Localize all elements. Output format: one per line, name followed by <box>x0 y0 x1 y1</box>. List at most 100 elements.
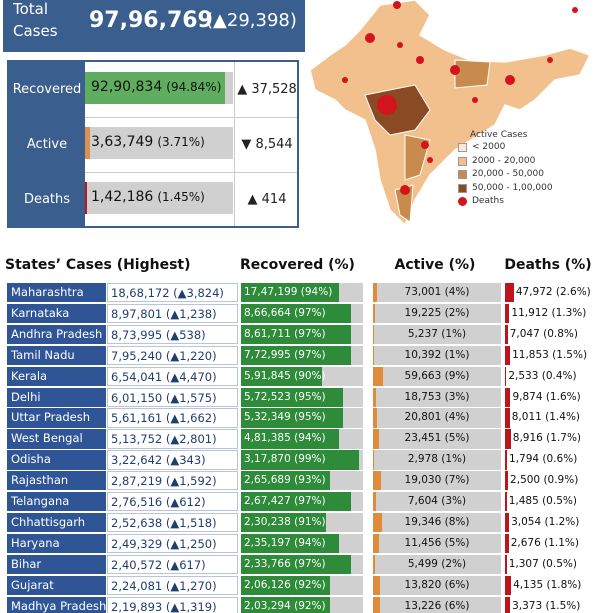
summary-pct: (94.84%) <box>166 80 222 94</box>
recovered-label: 8,61,711 (97%) <box>244 327 326 340</box>
recovered-bg <box>241 533 363 554</box>
recovered-label: 5,72,523 (95%) <box>244 390 326 403</box>
active-bg <box>373 533 501 554</box>
deaths-label: 9,874 (1.6%) <box>512 390 581 403</box>
deaths-label: 7,047 (0.8%) <box>509 327 578 340</box>
active-label: 11,456 (5%) <box>404 536 470 549</box>
deaths-label: 1,794 (0.6%) <box>509 453 578 466</box>
deaths-bar <box>505 450 508 470</box>
active-label: 20,801 (4%) <box>404 411 470 424</box>
map <box>309 0 592 227</box>
deaths-bar <box>505 283 514 303</box>
deaths-label: 3,373 (1.5%) <box>512 599 581 612</box>
summary-change: ▲ 37,528 <box>237 82 297 97</box>
legend-swatch <box>458 183 467 193</box>
active-bg <box>373 303 501 324</box>
cases: 2,87,219 (▲1,592) <box>107 471 238 491</box>
recovered-bg <box>241 429 363 449</box>
recovered-label: 2,65,689 (93%) <box>244 474 326 487</box>
country-shape <box>309 0 592 227</box>
deaths-bar <box>505 429 511 449</box>
legend-label: < 2000 <box>472 142 506 152</box>
recovered-bar <box>241 429 339 449</box>
active-bar <box>373 450 375 470</box>
recovered-bg <box>241 387 363 407</box>
table: States’ Cases (Highest) Recovered (%) Acti… <box>0 255 596 613</box>
column-header: Recovered (%) <box>240 257 355 273</box>
deaths-bar <box>505 387 511 407</box>
active-bg <box>373 450 501 470</box>
summary-value-number: 3,63,749 <box>91 134 154 150</box>
state-name: Maharashtra <box>7 283 106 303</box>
active-label: 13,820 (6%) <box>404 578 470 591</box>
summary-change: ▼ 8,544 <box>241 137 293 152</box>
recovered-bar <box>241 492 351 512</box>
active-label: 19,030 (7%) <box>404 474 470 487</box>
active-bg <box>373 324 501 345</box>
active-bar <box>373 283 378 303</box>
deaths-bar <box>505 512 510 533</box>
active-label: 23,451 (5%) <box>404 432 470 445</box>
recovered-bg <box>241 554 363 575</box>
active-bar <box>373 324 375 345</box>
summary-label: Deaths <box>9 172 85 226</box>
active-bg <box>373 512 501 533</box>
total-change: (▲29,398) <box>206 10 297 31</box>
active-bg <box>373 596 501 613</box>
column-header: Deaths (%) <box>504 257 592 273</box>
cases: 6,54,041 (▲4,470) <box>107 366 238 386</box>
cases: 3,22,642 (▲343) <box>107 450 238 470</box>
recovered-label: 2,33,766 (97%) <box>244 557 326 570</box>
state-name: Tamil Nadu <box>7 345 106 366</box>
deaths-bar <box>505 345 511 366</box>
recovered-label: 8,66,664 (97%) <box>244 306 326 319</box>
summary-bar-bg <box>85 72 233 104</box>
recovered-bar <box>241 554 351 575</box>
legend-label: 50,000 - 1,00,000 <box>472 182 553 193</box>
legend-swatch <box>458 156 467 166</box>
active-bg <box>373 575 501 595</box>
state-shape <box>454 59 491 89</box>
recovered-bg <box>241 575 363 595</box>
cases: 2,49,329 (▲1,250) <box>107 533 238 554</box>
deaths-bar <box>505 471 509 491</box>
active-bg <box>373 387 501 407</box>
recovered-bg <box>241 450 363 470</box>
recovered-bar <box>241 575 331 595</box>
active-bg <box>373 429 501 449</box>
cases: 2,52,638 (▲1,518) <box>107 512 238 533</box>
divider <box>85 172 297 173</box>
recovered-bg <box>241 471 363 491</box>
divider <box>234 62 235 226</box>
active-bar <box>373 596 380 613</box>
legend-title: Active Cases <box>470 130 528 140</box>
deaths-label: 1,485 (0.5%) <box>508 495 577 507</box>
deaths-label: 4,135 (1.8%) <box>513 578 582 591</box>
state-name: Gujarat <box>7 575 106 595</box>
deaths-bar <box>505 492 507 512</box>
state-name: Bihar <box>7 554 106 575</box>
active-bg <box>373 366 501 386</box>
active-bg <box>373 408 501 428</box>
cases: 2,40,572 (▲617) <box>107 554 238 575</box>
deaths-bar <box>505 303 510 324</box>
cases: 5,61,161 (▲1,662) <box>107 408 238 428</box>
recovered-label: 17,47,199 (94%) <box>244 286 333 298</box>
active-bar <box>373 554 376 575</box>
active-bg <box>373 554 501 575</box>
recovered-label: 5,91,845 (90%) <box>244 369 326 382</box>
recovered-bg <box>241 303 363 324</box>
state-name: Haryana <box>7 533 106 554</box>
recovered-label: 2,35,197 (94%) <box>244 536 326 549</box>
state-name: Uttar Pradesh <box>7 408 106 428</box>
recovered-bg <box>241 512 363 533</box>
active-label: 73,001 (4%) <box>404 286 470 298</box>
summary-pct: (1.45%) <box>157 190 205 204</box>
summary-value: 92,90,834 (94.84%) <box>91 79 221 95</box>
cases: 2,19,893 (▲1,319) <box>107 596 238 613</box>
active-label: 59,663 (9%) <box>404 369 470 382</box>
summary-bar-bg <box>85 127 233 159</box>
state-name: Karnataka <box>7 303 106 324</box>
summary-bar <box>85 72 226 104</box>
state-name: Rajasthan <box>7 471 106 491</box>
